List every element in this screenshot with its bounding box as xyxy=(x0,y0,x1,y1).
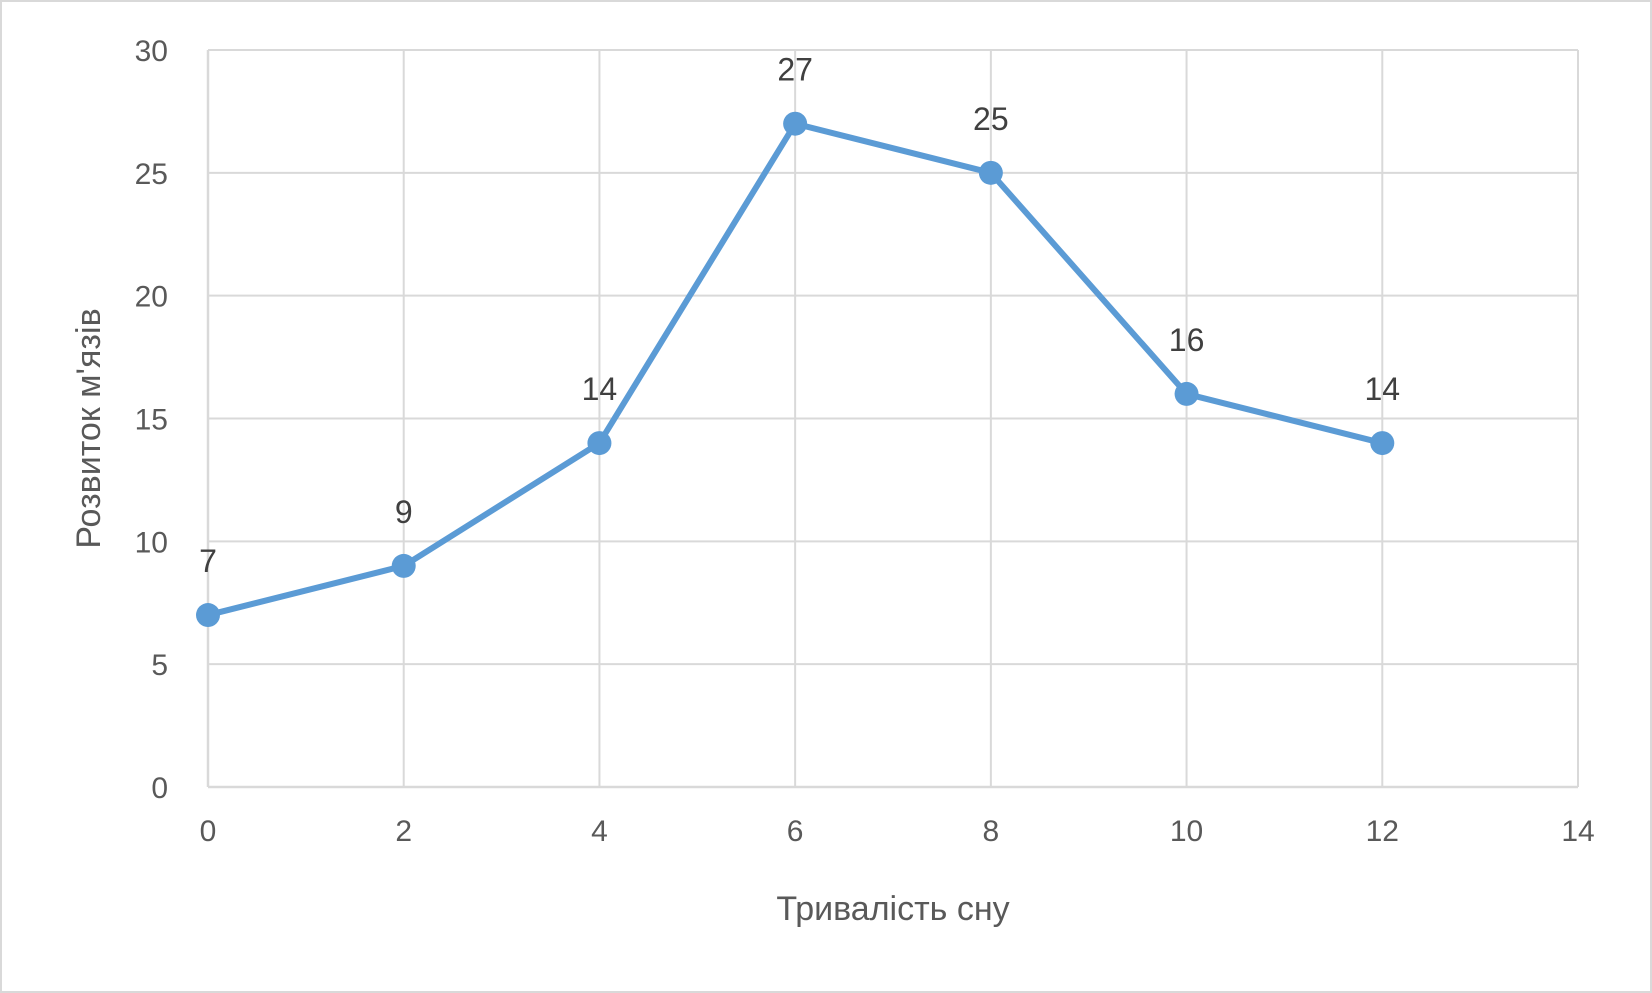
data-point xyxy=(587,431,612,456)
data-label: 25 xyxy=(973,101,1009,137)
x-tick-label: 4 xyxy=(591,815,608,848)
y-tick-label: 30 xyxy=(135,35,168,68)
y-tick-label: 15 xyxy=(135,404,168,437)
y-tick-label: 20 xyxy=(135,281,168,314)
x-tick-label: 0 xyxy=(200,815,217,848)
series-group xyxy=(196,111,1395,628)
x-tick-label: 12 xyxy=(1366,815,1399,848)
x-tick-label: 14 xyxy=(1561,815,1594,848)
data-label: 27 xyxy=(777,52,813,88)
gridlines xyxy=(206,49,1579,789)
data-point xyxy=(1370,431,1395,456)
y-axis-title: Розвиток м'язів xyxy=(70,308,108,548)
x-axis-title: Тривалість сну xyxy=(776,890,1009,928)
y-tick-label: 5 xyxy=(151,649,168,682)
x-tick-label: 10 xyxy=(1170,815,1203,848)
x-axis-tick-labels: 0 2 4 6 8 10 12 14 xyxy=(200,815,1595,848)
data-point xyxy=(196,603,220,628)
data-label: 14 xyxy=(1364,371,1400,407)
data-label: 9 xyxy=(395,494,413,530)
data-labels-group: 7 9 14 27 25 16 14 xyxy=(199,52,1400,579)
data-point xyxy=(783,111,808,136)
data-label: 16 xyxy=(1169,322,1205,358)
y-tick-label: 0 xyxy=(151,772,168,805)
x-tick-label: 8 xyxy=(983,815,1000,848)
data-point xyxy=(391,553,416,578)
y-axis-tick-labels: 0 5 10 15 20 25 30 xyxy=(135,35,168,805)
data-point xyxy=(1174,381,1199,406)
y-tick-label: 25 xyxy=(135,158,168,191)
y-tick-label: 10 xyxy=(135,526,168,559)
x-tick-label: 6 xyxy=(787,815,804,848)
data-label: 7 xyxy=(199,543,217,579)
data-point xyxy=(978,160,1003,185)
data-label: 14 xyxy=(582,371,618,407)
x-tick-label: 2 xyxy=(395,815,412,848)
